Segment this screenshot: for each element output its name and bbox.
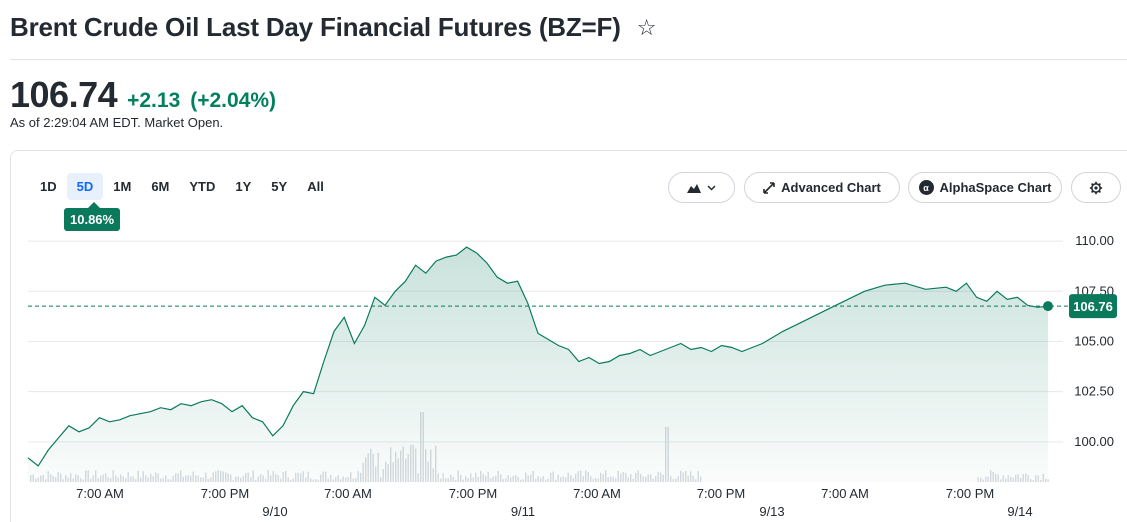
range-6m[interactable]: 6M (151, 179, 170, 194)
current-price-dot (1043, 301, 1053, 312)
y-tick-label: 110.00 (1075, 233, 1114, 248)
page-title: Brent Crude Oil Last Day Financial Futur… (10, 12, 621, 42)
x-date-label: 9/11 (511, 504, 535, 519)
chart-card (10, 150, 1127, 522)
alphaspace-chart-label: AlphaSpace Chart (939, 180, 1052, 195)
y-tick-label: 105.00 (1074, 333, 1114, 348)
price-line (27, 246, 1049, 467)
range-all[interactable]: All (307, 179, 324, 194)
x-time-label: 7:00 PM (201, 486, 249, 501)
advanced-chart-button[interactable]: Advanced Chart (744, 172, 900, 203)
range-1m[interactable]: 1M (113, 179, 132, 194)
title-row: Brent Crude Oil Last Day Financial Futur… (10, 12, 656, 43)
volume-bar (1047, 479, 1049, 482)
y-tick-label: 100.00 (1074, 434, 1114, 449)
x-time-label: 7:00 AM (573, 486, 621, 501)
range-1d[interactable]: 1D (40, 179, 57, 194)
range-ytd[interactable]: YTD (189, 179, 216, 194)
quote-row: 106.74 +2.13 (+2.04%) (10, 74, 276, 116)
alphaspace-logo-icon: α (918, 180, 934, 195)
header-divider (10, 59, 1127, 60)
price-change: +2.13 (127, 89, 181, 112)
watchlist-star-icon[interactable]: ☆ (636, 14, 657, 40)
current-price-label: 106.76 (1073, 299, 1113, 314)
x-date-label: 9/10 (262, 504, 287, 519)
as-of-timestamp: As of 2:29:04 AM EDT. Market Open. (10, 115, 224, 130)
chart-type-button[interactable] (668, 172, 735, 203)
x-time-label: 7:00 AM (821, 486, 869, 501)
x-time-label: 7:00 PM (697, 486, 745, 501)
chevron-down-icon (707, 184, 716, 191)
x-time-label: 7:00 PM (946, 486, 994, 501)
current-price: 106.74 (10, 74, 118, 115)
price-area (28, 247, 1048, 482)
advanced-chart-label: Advanced Chart (781, 180, 881, 195)
x-time-label: 7:00 AM (324, 486, 372, 501)
settings-button[interactable] (1071, 172, 1121, 203)
range-5y[interactable]: 5Y (271, 179, 288, 194)
range-5d[interactable]: 5D (66, 173, 104, 200)
mountain-chart-icon (687, 183, 701, 193)
range-change-badge: 10.86% (64, 202, 121, 231)
y-tick-label: 102.50 (1074, 384, 1114, 399)
x-time-label: 7:00 AM (76, 486, 124, 501)
range-selector: 1D 5D 1M 6M YTD 1Y 5Y All (30, 173, 334, 200)
gear-icon (1089, 181, 1103, 194)
price-change-percent: (+2.04%) (190, 89, 277, 112)
x-date-label: 9/14 (1007, 504, 1032, 519)
x-date-label: 9/13 (759, 504, 784, 519)
current-price-tag (1069, 294, 1117, 319)
expand-arrows-icon (763, 181, 775, 194)
alphaspace-chart-button[interactable]: α AlphaSpace Chart (908, 172, 1062, 203)
range-1y[interactable]: 1Y (235, 179, 252, 194)
x-time-label: 7:00 PM (449, 486, 497, 501)
